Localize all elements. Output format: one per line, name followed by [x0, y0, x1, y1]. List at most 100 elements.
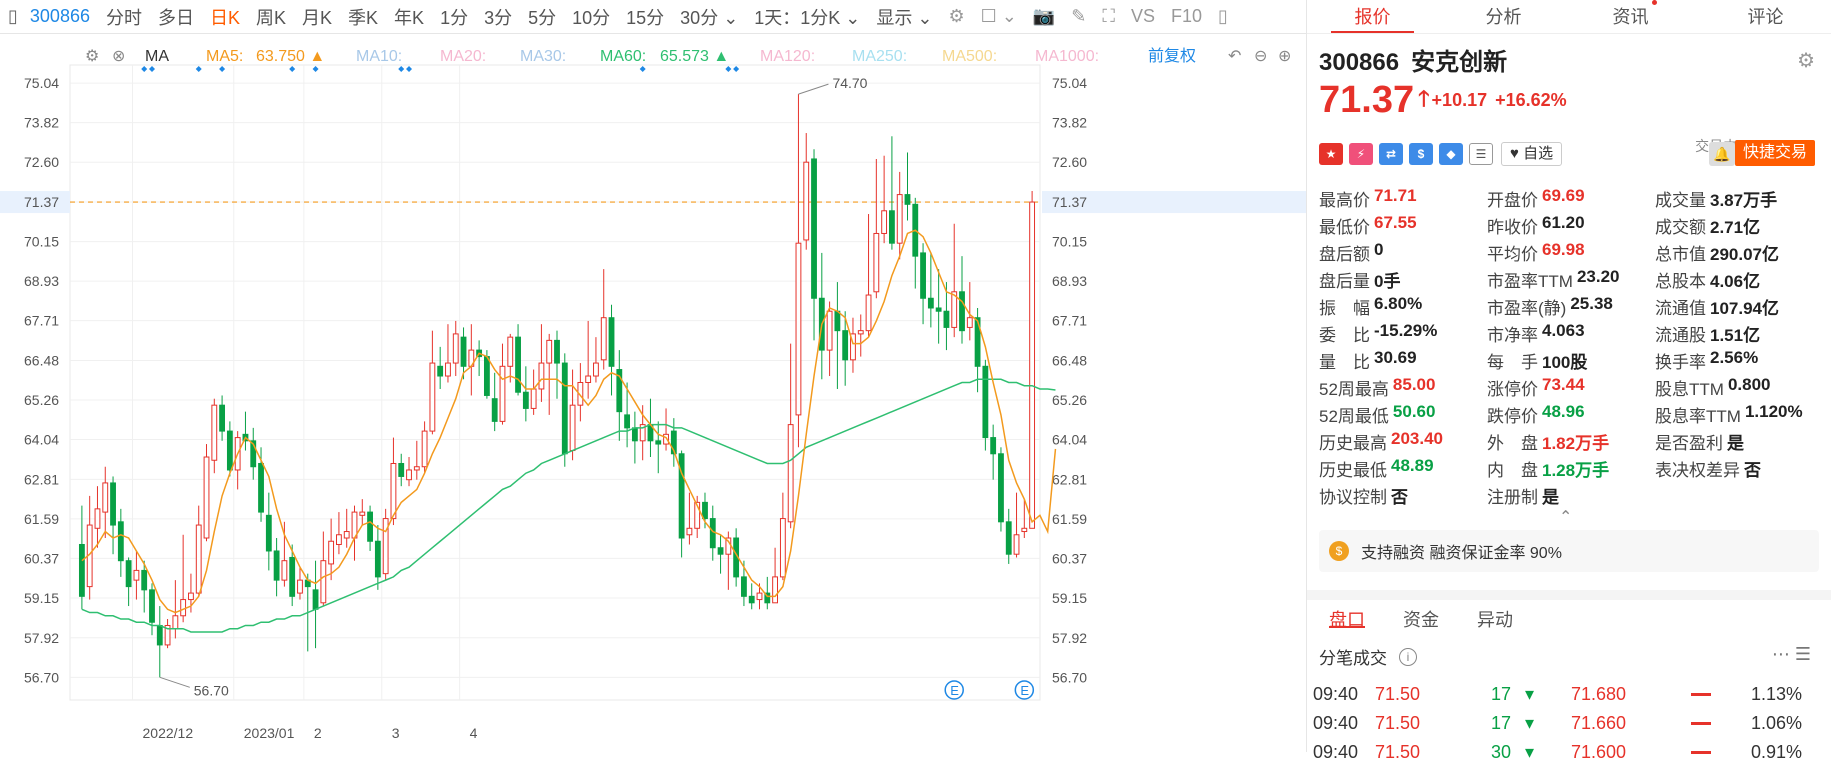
y-tick-label-left: 68.93 [24, 273, 59, 289]
quote-value: 107.94亿 [1710, 299, 1779, 318]
period-tab-3[interactable]: 周K [256, 7, 287, 28]
y-tick-label-left: 57.92 [24, 630, 59, 646]
candle-body [850, 333, 856, 361]
legend-close-icon[interactable]: ⊗ [112, 48, 125, 65]
kline-chart[interactable]: 75.04 75.04 73.82 73.82 72.60 72.60 71.37 71.37… [0, 35, 1306, 752]
trade-pct: 1.13% [1751, 684, 1803, 704]
f10-button[interactable]: F10 [1171, 6, 1203, 26]
candle-body [110, 482, 116, 526]
trade-ticks-list: 09:40 71.50 17 ▾ 71.680 1.13% 09:40 71.50 17 ▾ 71.… [1307, 680, 1831, 767]
event-marker-icon[interactable] [406, 66, 413, 72]
quote-row: 历史最高 203.40 外 盘 1.82万手 是否盈利是 [1319, 428, 1824, 455]
more-icon[interactable]: ⋯ ☰ [1771, 644, 1811, 664]
quote-label: 内 盘 [1487, 461, 1538, 480]
sidebar-toggle-icon[interactable]: ▯ [1218, 6, 1228, 26]
period-tab-5[interactable]: 季K [348, 7, 379, 28]
event-marker-icon[interactable] [398, 66, 405, 72]
tab-unusual[interactable]: 异动 [1477, 610, 1513, 630]
candle-body [265, 514, 272, 552]
quote-row: 历史最低 48.89 内 盘 1.28万手 表决权差异否 [1319, 455, 1824, 482]
period-tab-8[interactable]: 3分 [484, 7, 513, 28]
quote-value: 25.38 [1570, 294, 1613, 313]
period-tab-12[interactable]: 30分 ⌄ [680, 7, 739, 28]
camera-icon[interactable]: 📷 [1032, 6, 1056, 26]
period-tab-1[interactable]: 多日 [157, 7, 194, 28]
dollar-icon[interactable]: $ [1409, 143, 1433, 165]
period-tab-0[interactable]: 分时 [105, 7, 142, 28]
panel-toggle-icon[interactable]: ▯ [8, 6, 18, 26]
event-marker-icon[interactable] [195, 66, 202, 72]
zoom-in-icon[interactable]: ⊕ [1278, 48, 1291, 65]
period-tab-14[interactable]: 显示 ⌄ [876, 7, 933, 28]
shuffle-icon[interactable]: ⇄ [1379, 143, 1403, 165]
quote-value: 4.063 [1542, 321, 1585, 340]
event-marker-icon[interactable] [733, 66, 740, 72]
info-icon[interactable]: i [1399, 647, 1417, 666]
y-tick-label-left: 56.70 [24, 669, 59, 685]
quick-trade-button[interactable]: 快捷交易 [1734, 140, 1815, 166]
tab-funds[interactable]: 资金 [1403, 610, 1439, 630]
event-marker-icon[interactable] [725, 66, 732, 72]
draw-box-icon[interactable]: ☐ ⌄ [980, 6, 1017, 26]
quote-value: 71.71 [1374, 186, 1417, 205]
tab-comments[interactable]: 评论 [1747, 7, 1784, 27]
event-marker-icon[interactable] [312, 66, 319, 72]
candle-body [445, 362, 451, 377]
quote-cell: 表决权差异否 [1655, 456, 1823, 481]
period-tab-9[interactable]: 5分 [528, 7, 557, 28]
legend-settings-icon[interactable]: ⚙ [85, 48, 99, 65]
tab-orderbook[interactable]: 盘口 [1329, 600, 1365, 630]
flash-icon[interactable]: ⚡ [1349, 143, 1373, 165]
y-tick-label-left: 61.59 [24, 511, 59, 527]
kline-svg[interactable]: 75.04 75.04 73.82 73.82 72.60 72.60 71.37 71.37… [0, 35, 1306, 752]
quote-label: 52周最低 [1319, 407, 1389, 426]
event-marker-icon[interactable] [148, 66, 155, 72]
trade-bar [1691, 751, 1711, 754]
settings-icon[interactable]: ⚙ [948, 6, 965, 26]
y-tick-label-right: 64.04 [1052, 432, 1087, 448]
gear-icon[interactable]: ⚙ [1797, 50, 1815, 72]
quote-label: 盘后量 [1319, 272, 1370, 291]
quote-value: 4.06亿 [1710, 272, 1761, 291]
tab-analysis[interactable]: 分析 [1485, 7, 1522, 27]
bell-icon[interactable]: 🔔 [1709, 142, 1735, 166]
quote-cell: 流通股 1.51亿 [1655, 321, 1823, 346]
tab-quote[interactable]: 报价 [1307, 0, 1438, 33]
quote-cell: 开盘价 69.69 [1487, 186, 1655, 211]
vs-button[interactable]: VS [1131, 6, 1156, 26]
fullscreen-icon[interactable]: ⛶ [1102, 6, 1115, 26]
adjust-select[interactable]: 前复权 [1148, 47, 1196, 65]
zoom-out-icon[interactable]: ⊖ [1254, 48, 1267, 65]
event-marker-icon[interactable] [141, 66, 148, 72]
quote-cell: 外 盘 1.82万手 [1487, 429, 1655, 454]
ma-type-select[interactable]: MA [145, 48, 169, 65]
quote-value: -15.29% [1374, 321, 1438, 340]
earnings-e-icon[interactable] [1014, 680, 1035, 700]
quote-value: 69.69 [1542, 186, 1585, 205]
tab-news[interactable]: 资讯 [1569, 0, 1700, 33]
candle-body [195, 524, 202, 594]
event-marker-icon[interactable] [219, 66, 226, 72]
period-tab-4[interactable]: 月K [302, 7, 333, 28]
collapse-chevron-icon[interactable]: ⌃ [1559, 509, 1573, 526]
pencil-icon[interactable]: ✎ [1071, 6, 1087, 26]
period-tab-11[interactable]: 15分 [626, 7, 665, 28]
ma30-label: MA30: [520, 48, 566, 65]
period-tab-6[interactable]: 年K [394, 7, 425, 28]
period-tab-7[interactable]: 1分 [440, 7, 469, 28]
period-tab-10[interactable]: 10分 [572, 7, 611, 28]
tag-icon[interactable]: ◆ [1439, 143, 1463, 165]
y-tick-label-right: 65.26 [1052, 392, 1087, 408]
quote-value: 1.51亿 [1710, 326, 1761, 345]
document-icon[interactable]: ☰ [1469, 143, 1493, 165]
quote-cell: 内 盘 1.28万手 [1487, 456, 1655, 481]
undo-icon[interactable]: ↶ [1228, 48, 1241, 65]
event-marker-icon[interactable] [289, 66, 296, 72]
period-tab-13[interactable]: 1天：1分K ⌄ [754, 7, 861, 28]
current-price-tag-right [1042, 191, 1306, 214]
event-marker-icon[interactable] [639, 66, 646, 72]
period-tab-2[interactable]: 日K [209, 7, 240, 28]
add-watchlist-button[interactable]: ♥ 自选 [1501, 142, 1563, 166]
earnings-e-icon[interactable] [944, 680, 964, 700]
